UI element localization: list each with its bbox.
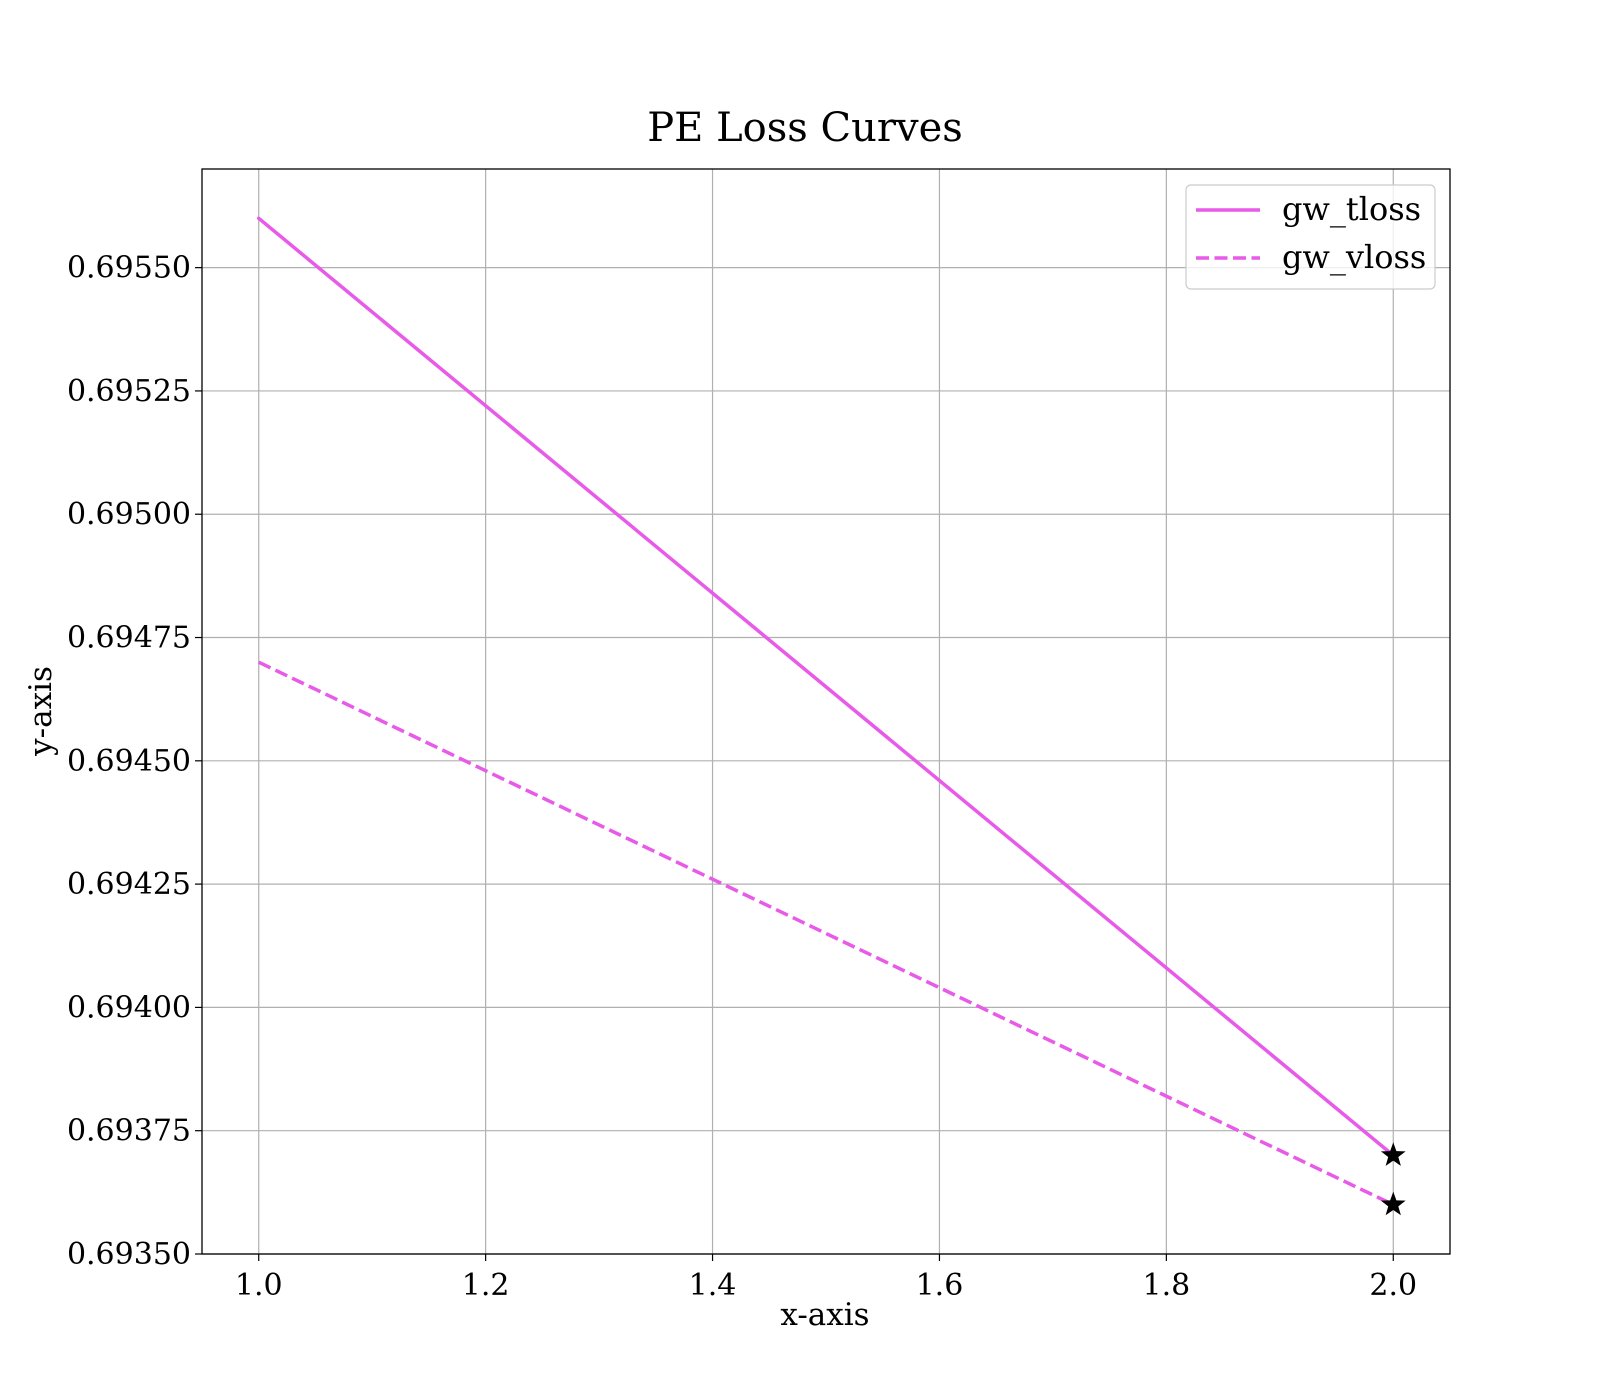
chart-title: PE Loss Curves xyxy=(647,105,963,151)
x-axis-label: x-axis xyxy=(780,1297,869,1333)
y-tick-label: 0.69525 xyxy=(67,374,191,409)
series-end-marker-gw_tloss xyxy=(1380,1142,1406,1166)
series-line-gw_vloss xyxy=(257,660,1395,1207)
x-tick-label: 1.8 xyxy=(1143,1268,1191,1303)
series-end-marker-gw_vloss xyxy=(1380,1191,1406,1216)
y-tick-label: 0.69425 xyxy=(67,867,191,902)
y-tick-label: 0.69375 xyxy=(67,1114,191,1149)
x-ticks: 1.0 1.2 1.4 1.6 1.8 2.0 xyxy=(235,1254,1417,1303)
y-axis-label: y-axis xyxy=(23,666,59,757)
x-tick-label: 1.6 xyxy=(916,1268,964,1303)
y-tick-label: 0.69550 xyxy=(67,251,191,286)
series-layer xyxy=(256,216,1406,1216)
grid xyxy=(202,169,1450,1255)
y-tick-label: 0.69350 xyxy=(67,1237,191,1272)
y-tick-label: 0.69400 xyxy=(67,990,191,1025)
y-tick-label: 0.69450 xyxy=(67,744,191,779)
x-tick-label: 1.2 xyxy=(462,1268,510,1303)
legend: gw_tloss gw_vloss xyxy=(1185,184,1436,290)
y-tick-label: 0.69475 xyxy=(67,621,191,656)
x-tick-label: 1.0 xyxy=(235,1268,283,1303)
series-line-gw_tloss xyxy=(256,216,1396,1158)
y-ticks: 0.69350 0.69375 0.69400 0.69425 0.69450 0.694… xyxy=(67,251,202,1272)
legend-label-gw_vloss: gw_vloss xyxy=(1282,238,1426,276)
plot-frame xyxy=(201,168,1451,1255)
y-tick-label: 0.69500 xyxy=(67,497,191,532)
x-tick-label: 2.0 xyxy=(1369,1268,1417,1303)
legend-label-gw_tloss: gw_tloss xyxy=(1282,190,1421,228)
x-tick-label: 1.4 xyxy=(689,1268,737,1303)
